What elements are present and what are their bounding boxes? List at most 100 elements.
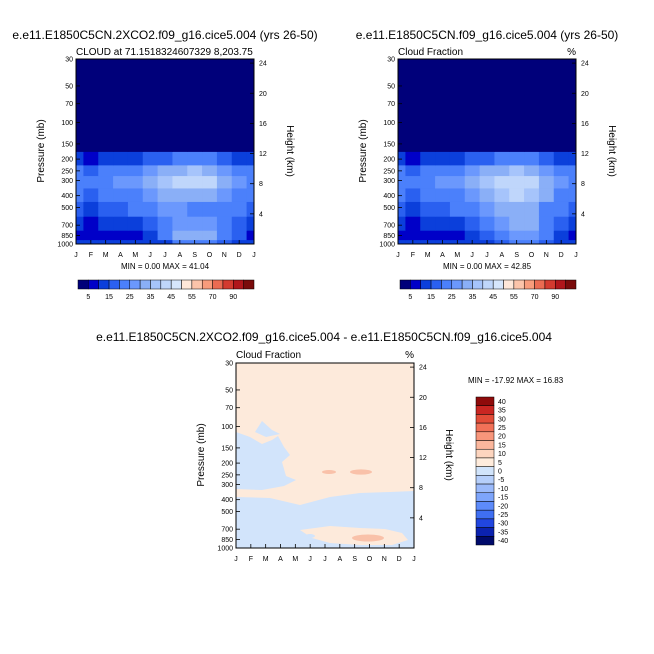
heatmap-cell bbox=[553, 188, 569, 202]
heatmap-cell bbox=[449, 230, 466, 241]
heatmap-cell bbox=[246, 216, 255, 231]
x-tick-label: M bbox=[132, 252, 138, 259]
colorbar-label: 5 bbox=[86, 294, 90, 301]
heatmap-cell bbox=[246, 59, 255, 73]
heatmap-cell bbox=[202, 151, 218, 166]
panel3-ylabel-right: Height (km) bbox=[443, 429, 454, 481]
colorbar-box bbox=[170, 279, 182, 290]
heatmap-cell bbox=[405, 164, 421, 177]
heatmap-cell bbox=[231, 216, 247, 231]
colorbar-box bbox=[150, 279, 162, 290]
heatmap-cell bbox=[202, 59, 218, 73]
heatmap-cell bbox=[98, 216, 114, 231]
heatmap-cell bbox=[435, 59, 451, 73]
heatmap-cell bbox=[435, 188, 451, 202]
heatmap-cell bbox=[568, 94, 577, 114]
colorbar-label: 40 bbox=[498, 399, 506, 406]
heatmap-cell bbox=[449, 216, 466, 231]
colorbar-box bbox=[475, 457, 495, 467]
heatmap-cell bbox=[187, 113, 203, 134]
heatmap-cell bbox=[553, 175, 569, 189]
heatmap-cell bbox=[231, 201, 247, 217]
heatmap-cell bbox=[113, 216, 129, 231]
heatmap-cell bbox=[435, 216, 451, 231]
y-tick-label: 300 bbox=[383, 178, 395, 185]
heatmap-cell bbox=[524, 175, 540, 189]
colorbar-box bbox=[451, 279, 463, 290]
x-tick-label: A bbox=[278, 556, 283, 563]
y-tick-label: 700 bbox=[383, 223, 395, 230]
heatmap-cell bbox=[83, 133, 99, 152]
heatmap-cell bbox=[538, 59, 555, 73]
heatmap-cell bbox=[83, 94, 99, 114]
y-tick-label: 300 bbox=[61, 178, 73, 185]
heatmap-cell bbox=[216, 113, 233, 134]
heatmap-cell bbox=[142, 216, 158, 231]
colorbar-box bbox=[160, 279, 172, 290]
heatmap-cell bbox=[187, 230, 203, 241]
heatmap-cell bbox=[398, 188, 406, 202]
x-tick-label: J bbox=[148, 252, 152, 259]
heatmap-cell bbox=[83, 216, 99, 231]
heatmap-cell bbox=[83, 175, 99, 189]
x-tick-label: D bbox=[237, 252, 242, 259]
heatmap-cell bbox=[246, 164, 255, 177]
heatmap-cell bbox=[246, 72, 255, 96]
colorbar-label: 35 bbox=[498, 408, 506, 415]
diff-surface-neg-blob bbox=[305, 534, 315, 538]
heatmap-cell bbox=[568, 164, 577, 177]
heatmap-cell bbox=[464, 175, 480, 189]
heatmap-cell bbox=[398, 59, 406, 73]
heatmap-cell bbox=[202, 201, 218, 217]
colorbar-box bbox=[475, 509, 495, 520]
colorbar-label: 0 bbox=[498, 469, 502, 476]
heatmap-cell bbox=[76, 175, 84, 189]
panel-bottom-difference: e.e11.E1850C5CN.2XCO2.f09_g16.cice5.004 … bbox=[96, 330, 564, 563]
colorbar-label: 15 bbox=[427, 294, 435, 301]
panel-top-left: e.e11.E1850C5CN.2XCO2.f09_g16.cice5.004 … bbox=[12, 28, 317, 301]
colorbar-box bbox=[181, 279, 193, 290]
colorbar-label: 30 bbox=[498, 416, 506, 423]
colorbar-box bbox=[88, 279, 99, 290]
heatmap-cell bbox=[494, 59, 510, 73]
heatmap-cell bbox=[420, 72, 436, 96]
y-tick-label: 850 bbox=[221, 537, 233, 544]
x-tick-label: O bbox=[207, 252, 213, 259]
heatmap-cell bbox=[435, 230, 451, 241]
y-right-tick-label: 20 bbox=[259, 91, 267, 98]
panel1-y-ticks: 30 50 70 100 150 200 250 300 400 500 700 850 1000 bbox=[57, 57, 80, 249]
x-tick-label: O bbox=[367, 556, 373, 563]
diff-upper-blob-1 bbox=[350, 469, 372, 475]
diff-region-surface-positive bbox=[300, 526, 408, 545]
y-right-tick-label: 16 bbox=[419, 425, 427, 432]
panel1-heatmap bbox=[76, 59, 255, 245]
heatmap-cell bbox=[494, 72, 510, 96]
panel2-units: % bbox=[567, 47, 576, 58]
y-tick-label: 100 bbox=[383, 120, 395, 127]
heatmap-cell bbox=[187, 201, 203, 217]
y-tick-label: 700 bbox=[221, 527, 233, 534]
colorbar-label: 90 bbox=[551, 294, 559, 301]
heatmap-cell bbox=[202, 164, 218, 177]
colorbar-label: 25 bbox=[448, 294, 456, 301]
x-tick-label: M bbox=[263, 556, 269, 563]
heatmap-cell bbox=[172, 216, 188, 231]
x-tick-label: D bbox=[397, 556, 402, 563]
colorbar-label: 45 bbox=[167, 294, 175, 301]
y-tick-label: 30 bbox=[65, 57, 73, 64]
colorbar-box bbox=[565, 279, 577, 290]
heatmap-cell bbox=[479, 94, 495, 114]
heatmap-cell bbox=[538, 151, 555, 166]
heatmap-cell bbox=[142, 72, 158, 96]
heatmap-cell bbox=[157, 59, 173, 73]
heatmap-cell bbox=[449, 113, 466, 134]
heatmap-cell bbox=[464, 59, 480, 73]
colorbar-box bbox=[420, 279, 432, 290]
heatmap-cell bbox=[202, 133, 218, 152]
heatmap-cell bbox=[538, 164, 555, 177]
heatmap-cell bbox=[98, 72, 114, 96]
heatmap-cell bbox=[216, 151, 233, 166]
heatmap-cell bbox=[553, 216, 569, 231]
heatmap-cell bbox=[435, 175, 451, 189]
heatmap-cell bbox=[113, 72, 129, 96]
